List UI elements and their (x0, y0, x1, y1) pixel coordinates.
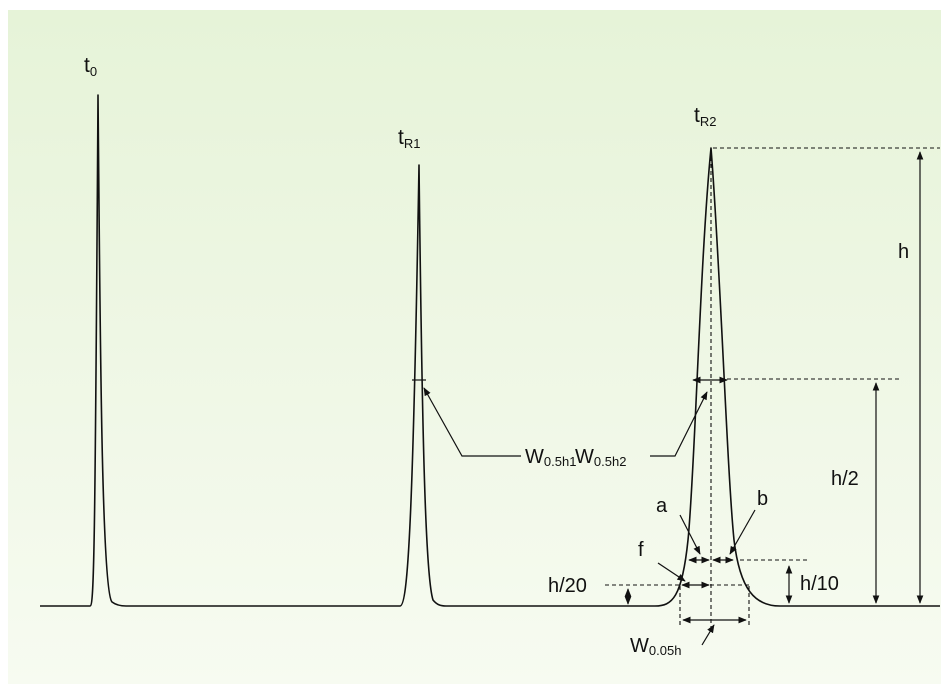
h-twentieth-label: h/20 (548, 575, 587, 597)
a-pointer (679, 514, 701, 555)
f-pointer (657, 562, 686, 582)
tr2-label: tR2 (694, 104, 716, 129)
h-half-label: h/2 (831, 468, 859, 490)
a-label: a (656, 495, 668, 517)
w05h1-leader (423, 387, 521, 457)
t0-label: t0 (84, 54, 97, 79)
w05h2-leader (650, 391, 708, 457)
b-pointer (729, 509, 756, 555)
b-label: b (757, 488, 768, 510)
w05h1-label: W0.5h1 (525, 446, 576, 469)
chromatogram-trace (40, 94, 940, 607)
w005h-pointer (701, 624, 715, 646)
h-label: h (898, 241, 909, 263)
h-tenth-label: h/10 (800, 573, 839, 595)
tr1-label: tR1 (398, 126, 420, 151)
f-label: f (638, 539, 644, 561)
background-panel (8, 10, 941, 684)
w05h2-label: W0.5h2 (575, 446, 626, 469)
w005h-label: W0.05h (630, 635, 681, 658)
